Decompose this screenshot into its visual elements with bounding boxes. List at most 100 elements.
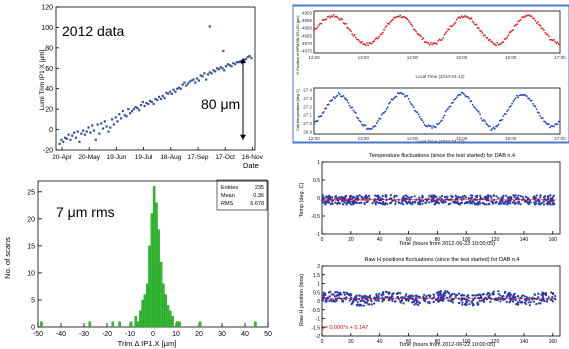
data-point	[390, 197, 393, 200]
data-point	[388, 292, 391, 295]
data-point	[460, 15, 463, 18]
data-point	[458, 16, 461, 18]
data-point	[541, 27, 544, 30]
data-point	[455, 293, 459, 297]
data-point	[395, 95, 398, 98]
data-point	[414, 294, 418, 297]
data-point	[400, 298, 404, 301]
data-point	[481, 197, 484, 201]
data-point	[103, 120, 106, 123]
x-tick-label: -40	[56, 331, 66, 338]
data-point	[412, 106, 415, 109]
data-point	[467, 294, 470, 297]
data-point	[403, 296, 406, 300]
y-tick-label: -4960	[300, 26, 312, 31]
stats-label: Entries	[221, 185, 238, 191]
hist-bar	[148, 245, 151, 328]
data-point	[511, 201, 514, 204]
data-point	[201, 75, 204, 78]
data-point	[494, 201, 498, 204]
data-point	[374, 194, 377, 197]
data-point	[506, 36, 509, 39]
stats-value: 235	[255, 185, 264, 191]
data-point	[468, 201, 471, 204]
data-point	[205, 78, 208, 81]
data-point	[380, 33, 383, 35]
data-point	[429, 41, 432, 44]
plot-frame	[313, 87, 561, 135]
data-point	[327, 103, 330, 106]
data-point	[351, 196, 354, 200]
data-point	[384, 194, 388, 197]
data-point	[409, 101, 411, 103]
x-tick-label: 160	[549, 339, 558, 345]
data-point	[439, 296, 442, 299]
data-point	[130, 110, 134, 113]
data-point	[353, 296, 356, 299]
data-point	[428, 302, 431, 305]
data-point	[329, 197, 332, 200]
raw-h-positions-chart: Raw H positions fluctuations (since the …	[299, 257, 561, 348]
hist-bar	[129, 321, 133, 328]
data-point	[112, 123, 115, 126]
data-point	[334, 291, 337, 294]
data-point	[342, 196, 345, 199]
y-tick-label: -1.5	[311, 325, 320, 331]
chart-title: Temperature fluctuations (since the test…	[369, 153, 515, 159]
x-tick-label: 120	[491, 339, 500, 345]
data-point	[484, 34, 486, 37]
data-point	[546, 33, 549, 36]
data-point	[409, 21, 411, 24]
data-point	[437, 291, 440, 294]
data-point	[322, 111, 325, 113]
data-point	[464, 15, 467, 17]
data-point	[192, 78, 195, 81]
data-point	[443, 294, 446, 297]
data-point	[442, 299, 445, 302]
y-axis-label: H Position of BPMSW.1R1.B1 [μm]	[296, 16, 300, 75]
data-point	[517, 194, 520, 197]
span-arrow-head-down	[240, 134, 246, 140]
data-point	[470, 196, 474, 199]
data-point	[408, 200, 411, 204]
data-point	[362, 299, 365, 303]
data-point	[461, 301, 464, 304]
data-point	[134, 106, 137, 109]
data-point	[346, 99, 349, 102]
hist-bar	[150, 213, 154, 328]
data-point	[487, 295, 490, 298]
data-point	[483, 196, 486, 199]
x-tick-label: 80	[435, 237, 441, 243]
data-point	[346, 26, 349, 29]
data-point	[367, 44, 370, 47]
data-point	[539, 302, 542, 305]
data-point	[455, 96, 458, 99]
lumi-trim-chart: 2012 data 80 μm Date Lumi Trim IP1 X [μm…	[39, 5, 264, 171]
data-point	[221, 67, 224, 70]
data-point	[188, 80, 191, 83]
data-point	[540, 299, 544, 302]
data-point	[76, 130, 79, 133]
data-point	[506, 196, 510, 199]
data-point	[471, 299, 475, 302]
data-point	[89, 131, 92, 134]
data-point	[377, 120, 379, 122]
data-point	[352, 298, 355, 302]
data-point	[468, 97, 470, 100]
data-point	[528, 304, 531, 307]
data-point	[432, 293, 435, 296]
data-point	[411, 203, 414, 206]
data-point	[320, 22, 323, 25]
annotation-rms: 7 μm rms	[56, 204, 115, 220]
data-point	[520, 294, 523, 298]
data-point	[542, 200, 545, 203]
y-tick-label: 60	[45, 66, 53, 73]
fit-label: y= 0.000*x + 0.147	[322, 325, 368, 331]
data-point	[354, 112, 357, 114]
data-point	[415, 296, 418, 299]
data-point	[516, 94, 518, 97]
data-point	[386, 291, 389, 294]
data-point	[509, 202, 512, 205]
data-point	[327, 296, 330, 299]
data-point	[452, 298, 455, 301]
